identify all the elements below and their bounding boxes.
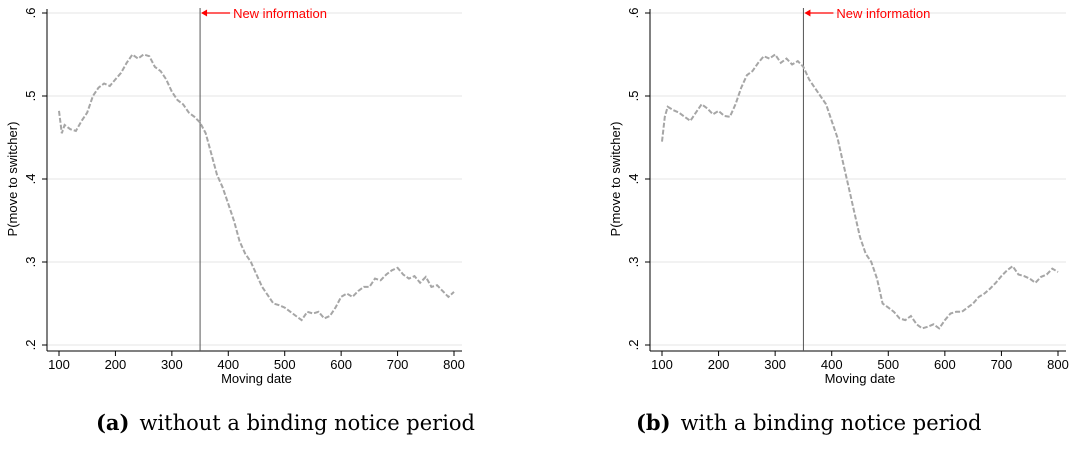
chart-b-x-tick-label: 100: [651, 357, 673, 372]
chart-b-x-axis-label: Moving date: [825, 371, 896, 386]
chart-b-annotation-label: New information: [836, 6, 930, 21]
chart-b-series-line: [661, 53, 1059, 330]
chart-a-x-tick-label: 500: [274, 357, 296, 372]
caption-b-label: (b): [636, 410, 671, 435]
chart-b-y-tick-label: .4: [626, 174, 641, 185]
chart-b-y-tick-label: .6: [626, 8, 641, 19]
chart-b-annotation-arrowhead: [804, 9, 811, 17]
chart-a-x-tick-label: 800: [443, 357, 465, 372]
chart-a-x-tick-label: 600: [330, 357, 352, 372]
chart-a-y-tick-label: .4: [23, 174, 38, 185]
chart-a-x-tick-label: 200: [105, 357, 127, 372]
chart-b-x-tick-label: 300: [764, 357, 786, 372]
chart-a-x-tick-label: 100: [48, 357, 70, 372]
chart-a-series-line: [58, 53, 455, 322]
chart-b-y-tick-label: .2: [626, 340, 641, 351]
chart-b-x-tick-label: 400: [821, 357, 843, 372]
chart-panel-b: .2 .3 .4 .5 .6 P(move to switcher) 100 200 300 40…: [590, 0, 1073, 461]
caption-a-label: (a): [96, 410, 130, 435]
chart-a-annotation-label: New information: [233, 6, 327, 21]
caption-b-text: with a binding notice period: [680, 411, 982, 435]
caption-a-text: without a binding notice period: [139, 411, 476, 435]
chart-b-x-tick-label: 700: [991, 357, 1013, 372]
chart-panel-a: .2 .3 .4 .5 .6 P(move to switcher) 100 200 300 40…: [0, 0, 520, 461]
caption-b: (b) with a binding notice period: [636, 410, 981, 435]
chart-a-y-tick-label: .2: [23, 340, 38, 351]
chart-b-svg: .2 .3 .4 .5 .6 P(move to switcher) 100 200 300 40…: [608, 6, 1069, 386]
chart-b-y-axis-label: P(move to switcher): [608, 122, 623, 237]
chart-b-y-tick-label: .5: [626, 91, 641, 102]
chart-a-y-axis-label: P(move to switcher): [5, 122, 20, 237]
chart-b-y-tick-label: .3: [626, 257, 641, 268]
chart-a-x-tick-label: 700: [387, 357, 409, 372]
chart-b-x-tick-label: 200: [708, 357, 730, 372]
chart-a-y-tick-label: .3: [23, 257, 38, 268]
chart-b-x-tick-label: 500: [877, 357, 899, 372]
chart-a-x-tick-label: 300: [161, 357, 183, 372]
chart-a-svg: .2 .3 .4 .5 .6 P(move to switcher) 100 200 300 40…: [5, 6, 465, 386]
chart-a-y-tick-label: .6: [23, 8, 38, 19]
chart-b-x-tick-label: 600: [934, 357, 956, 372]
chart-b-x-tick-label: 800: [1047, 357, 1069, 372]
chart-a-annotation-arrowhead: [201, 9, 208, 17]
caption-a: (a) without a binding notice period: [96, 410, 475, 435]
chart-a-x-tick-label: 400: [217, 357, 239, 372]
chart-a-y-tick-label: .5: [23, 91, 38, 102]
chart-a-x-axis-label: Moving date: [221, 371, 292, 386]
